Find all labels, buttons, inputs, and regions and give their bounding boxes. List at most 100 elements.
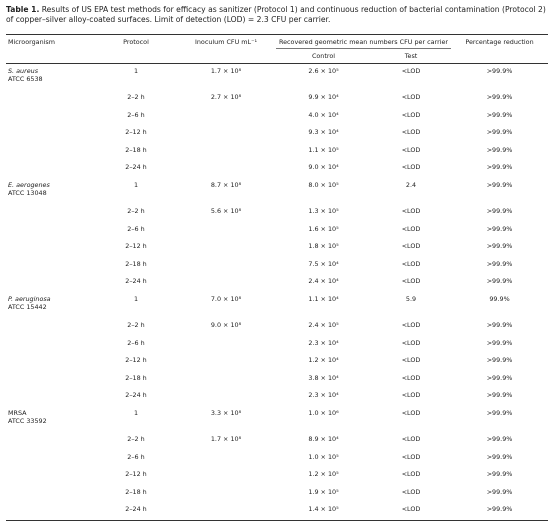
table-row: 2–2 h 9.0 × 10⁸ 2.4 × 10⁵ <LOD >99.9% — [6, 318, 548, 336]
cell: 8.9 × 10⁴ — [308, 434, 339, 443]
cell: >99.9% — [486, 277, 513, 286]
cell: 1.6 × 10⁵ — [308, 224, 339, 233]
organism-name: E. aerogenes — [8, 180, 50, 189]
table-row: 2–6 h 1.0 × 10⁵ <LOD >99.9% — [6, 450, 548, 468]
header-cell: Inoculum CFU mL⁻¹ — [194, 38, 258, 46]
table-row: 2–24 h 9.0 × 10⁴ <LOD >99.9% — [6, 160, 548, 178]
cell: <LOD — [401, 67, 421, 75]
cell: 1.4 × 10⁵ — [308, 505, 339, 514]
cell: 8.0 × 10⁵ — [308, 180, 339, 189]
cell — [176, 502, 276, 520]
cell: >99.9% — [486, 356, 513, 365]
cell: <LOD — [401, 163, 421, 172]
cell: 2–6 h — [127, 224, 145, 233]
table-body: S. aureus ATCC 6538 1 1.7 × 10⁸ 2.6 × 10⁵ <LO… — [6, 64, 549, 521]
cell: >99.9% — [486, 338, 513, 347]
cell: >99.9% — [486, 320, 513, 329]
header-cell: Recovered geometric mean numbers CFU per… — [278, 38, 449, 46]
cell: 2–24 h — [125, 391, 147, 400]
cell: 1 — [133, 67, 139, 75]
cell: <LOD — [401, 434, 421, 443]
cell: >99.9% — [486, 110, 513, 119]
cell: >99.9% — [486, 128, 513, 137]
organism-cell — [6, 318, 96, 336]
organism-cell — [6, 204, 96, 222]
cell — [176, 108, 276, 126]
cell: 1.2 × 10⁴ — [308, 356, 339, 365]
cell — [176, 239, 276, 257]
organism-cell — [6, 143, 96, 161]
organism-cell — [6, 90, 96, 108]
cell: 2–6 h — [127, 110, 145, 119]
cell: 1.3 × 10⁵ — [308, 206, 339, 215]
table-row: 2–12 h 1.2 × 10⁵ <LOD >99.9% — [6, 467, 548, 485]
cell: 2–18 h — [125, 145, 147, 154]
cell: 2–18 h — [125, 373, 147, 382]
organism-cell — [6, 336, 96, 354]
cell: <LOD — [401, 470, 421, 479]
cell: <LOD — [401, 408, 421, 417]
organism-cell — [6, 388, 96, 406]
table-row: 2–2 h 1.7 × 10⁸ 8.9 × 10⁴ <LOD >99.9% — [6, 432, 548, 450]
cell — [176, 450, 276, 468]
cell — [176, 336, 276, 354]
table-row: 2–2 h 5.6 × 10⁸ 1.3 × 10⁵ <LOD >99.9% — [6, 204, 548, 222]
cell: 2.3 × 10⁴ — [308, 338, 339, 347]
cell: >99.9% — [486, 391, 513, 400]
cell — [176, 388, 276, 406]
cell: <LOD — [401, 206, 421, 215]
organism-cell: MRSA ATCC 33592 — [6, 406, 96, 432]
cell: >99.9% — [486, 505, 513, 514]
cell: 5.9 — [405, 294, 417, 303]
cell — [176, 485, 276, 503]
strain: ATCC 6538 — [8, 75, 43, 83]
cell: <LOD — [401, 93, 421, 101]
cell: <LOD — [401, 259, 421, 268]
cell — [176, 371, 276, 389]
organism-cell: S. aureus ATCC 6538 — [6, 64, 96, 91]
cell: >99.9% — [486, 145, 513, 154]
organism-cell — [6, 467, 96, 485]
cell: 9.9 × 10⁴ — [308, 93, 339, 101]
table-row: 2–6 h 2.3 × 10⁴ <LOD >99.9% — [6, 336, 548, 354]
cell: >99.9% — [486, 487, 513, 496]
organism-cell — [6, 222, 96, 240]
cell: >99.9% — [486, 180, 513, 189]
organism-cell — [6, 274, 96, 292]
cell: 9.0 × 10⁸ — [210, 320, 242, 329]
table-row: 2–12 h 1.2 × 10⁴ <LOD >99.9% — [6, 353, 548, 371]
cell: 8.7 × 10⁸ — [210, 180, 242, 189]
cell: 2.4 — [405, 180, 417, 189]
organism-name: MRSA — [8, 408, 27, 417]
cell — [176, 257, 276, 275]
organism-name: S. aureus — [8, 67, 39, 75]
cell: 2–24 h — [125, 505, 147, 514]
cell: <LOD — [401, 110, 421, 119]
table-row: P. aeruginosa ATCC 15442 1 7.0 × 10⁸ 1.1 × 1… — [6, 292, 548, 318]
strain: ATCC 33592 — [8, 416, 47, 425]
cell: <LOD — [401, 224, 421, 233]
cell: <LOD — [401, 356, 421, 365]
cell — [176, 467, 276, 485]
cell: 5.6 × 10⁸ — [210, 206, 242, 215]
cell: 7.0 × 10⁸ — [210, 294, 242, 303]
organism-cell — [6, 450, 96, 468]
organism-cell: E. aerogenes ATCC 13048 — [6, 178, 96, 204]
table-row: 2–18 h 3.8 × 10⁴ <LOD >99.9% — [6, 371, 548, 389]
cell: 1.1 × 10⁵ — [308, 145, 339, 154]
table-row: 2–18 h 1.1 × 10⁵ <LOD >99.9% — [6, 143, 548, 161]
cell: 1.9 × 10⁵ — [308, 487, 339, 496]
cell: 1 — [133, 294, 139, 303]
header-cell: Test — [371, 48, 452, 64]
cell: 2–6 h — [127, 452, 145, 461]
cell: >99.9% — [486, 206, 513, 215]
cell: 2–2 h — [127, 320, 145, 329]
organism-cell — [6, 108, 96, 126]
cell: 2–12 h — [125, 128, 147, 137]
table-row: 2–12 h 9.3 × 10⁴ <LOD >99.9% — [6, 125, 548, 143]
organism-cell — [6, 353, 96, 371]
cell: >99.9% — [486, 242, 513, 251]
page: Table 1. Results of US EPA test methods … — [6, 5, 549, 521]
cell: 1 — [133, 180, 139, 189]
table-header: Microorganism Protocol Inoculum CFU mL⁻¹… — [6, 34, 549, 64]
